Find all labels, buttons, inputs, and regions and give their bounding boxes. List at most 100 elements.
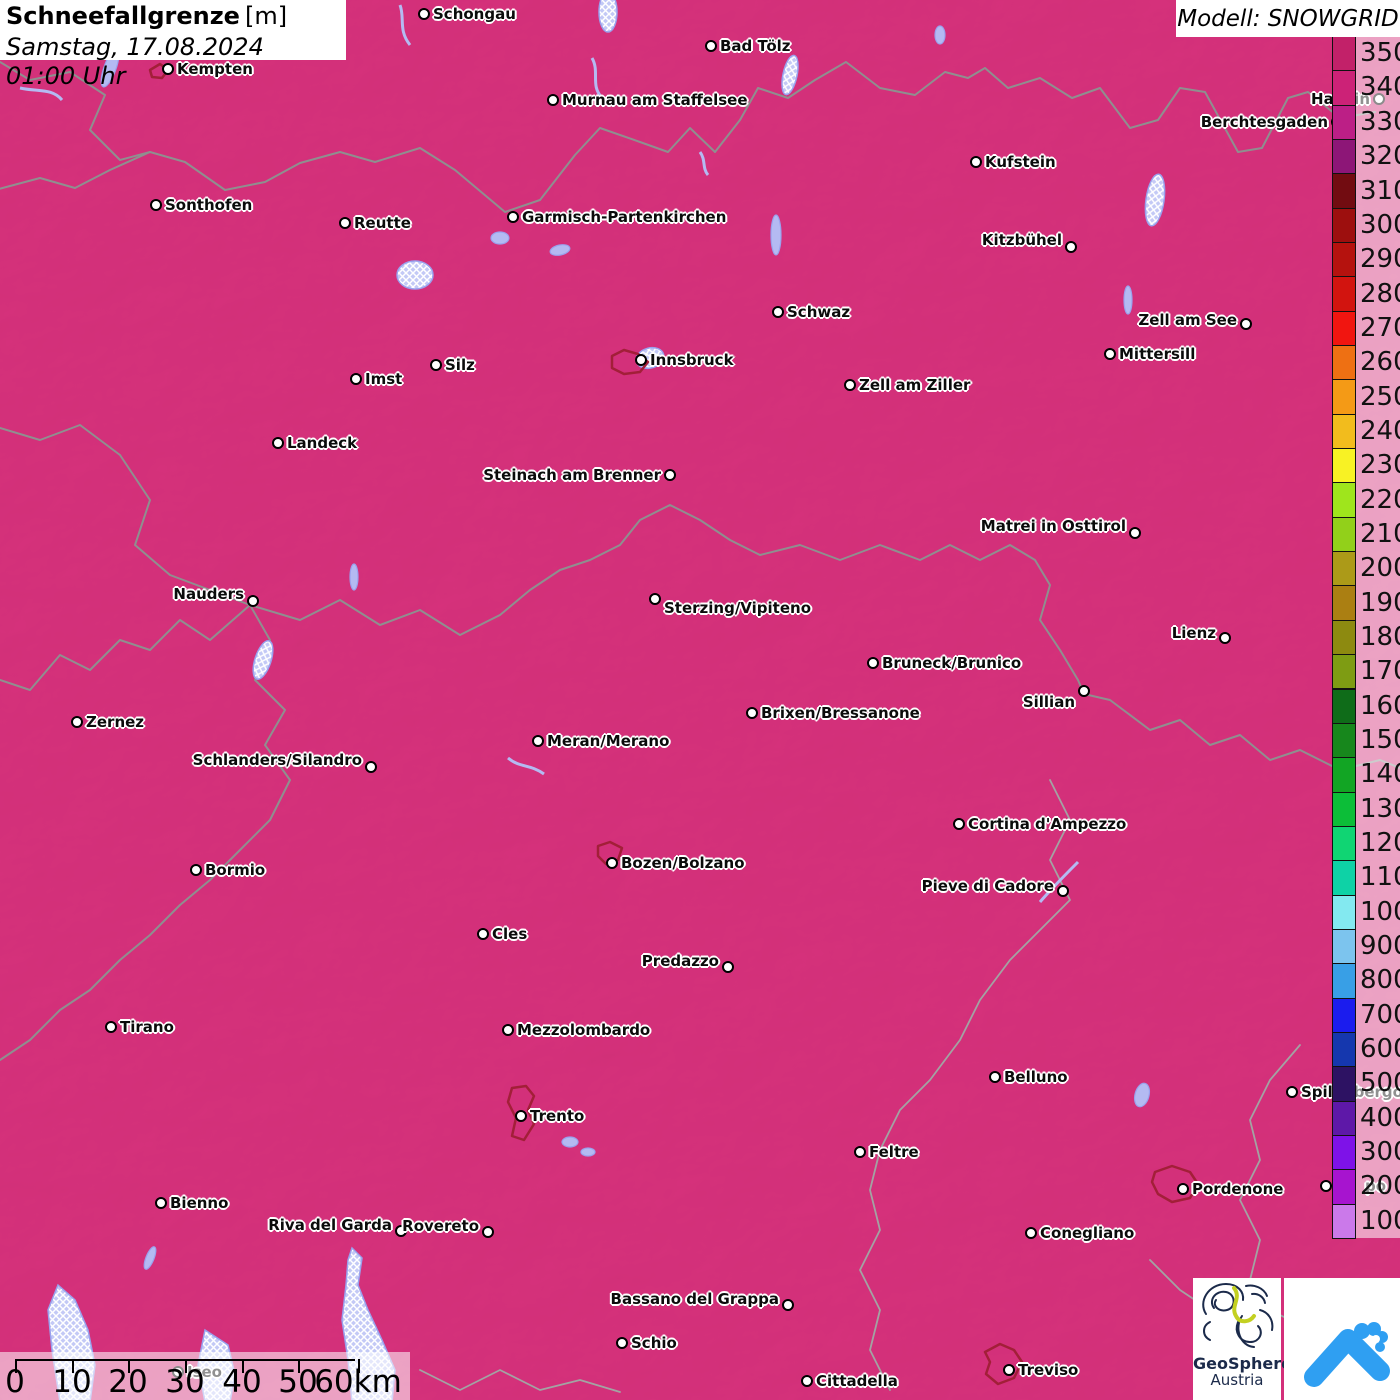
city-dot [477, 928, 489, 940]
city-label: Cortina d'Ampezzo [968, 815, 1127, 833]
city-dot [989, 1071, 1001, 1083]
city-label: Imst [365, 370, 403, 388]
city-label: Belluno [1004, 1068, 1068, 1086]
city-dot [418, 8, 430, 20]
city-dot [507, 211, 519, 223]
city-label: Bad Tölz [720, 37, 791, 55]
valid-datetime: Samstag, 17.08.2024 01:00 Uhr [6, 33, 264, 90]
city-dot [722, 961, 734, 973]
city-boundaries [148, 62, 1200, 1386]
city-dot [515, 1110, 527, 1122]
city-label: Schongau [433, 5, 516, 23]
city-label: Schwaz [787, 303, 851, 321]
city-dot [844, 379, 856, 391]
city-label: Meran/Merano [547, 732, 670, 750]
city-label: Zell am See [1138, 311, 1237, 329]
city-dot [616, 1337, 628, 1349]
city-dot [1078, 685, 1090, 697]
city-label: Innsbruck [650, 351, 734, 369]
title-box: Schneefallgrenze [m] Samstag, 17.08.2024… [0, 0, 346, 90]
city-label: Zell am Ziller [859, 376, 971, 394]
city-dot [782, 1299, 794, 1311]
city-dot [801, 1375, 813, 1387]
city-dot [502, 1024, 514, 1036]
city-label: Kitzbühel [981, 231, 1062, 249]
city-dot [1219, 632, 1231, 644]
scale-bar-tick [128, 1359, 130, 1373]
city-label: Trento [530, 1107, 585, 1125]
city-dot [150, 199, 162, 211]
city-label: Murnau am Staffelsee [562, 91, 748, 109]
city-dot [635, 354, 647, 366]
city-dot [649, 593, 661, 605]
mountain-logo-icon [1304, 1322, 1390, 1387]
city-dot [1240, 318, 1252, 330]
city-dot [867, 657, 879, 669]
city-label: Sonthofen [165, 196, 253, 214]
city-label: Rovereto [402, 1217, 479, 1235]
city-label: Silz [445, 356, 475, 374]
city-dot [190, 864, 202, 876]
city-label: Pieve di Cadore [921, 877, 1054, 895]
city-label: Bassano del Grappa [610, 1290, 779, 1308]
city-dot [105, 1021, 117, 1033]
city-dot [1331, 116, 1343, 128]
city-label: Mittersill [1119, 345, 1196, 363]
title-unit: [m] [245, 2, 288, 30]
city-label: Cles [492, 925, 528, 943]
geosphere-logo-country: Austria [1210, 1371, 1264, 1389]
city-label: Riva del Garda [268, 1216, 392, 1234]
city-label: Predazzo [641, 952, 719, 970]
scale-bar-tick [298, 1359, 300, 1373]
city-label: Kufstein [985, 153, 1056, 171]
city-dot [430, 359, 442, 371]
city-label: po [1365, 1177, 1387, 1195]
city-dot [365, 761, 377, 773]
geosphere-logo-text: GeoSphere [1193, 1354, 1292, 1373]
city-label: Schio [631, 1334, 677, 1352]
city-label: Bienno [170, 1194, 229, 1212]
city-label: Brixen/Bressanone [761, 704, 920, 722]
scale-bar-tick [15, 1359, 17, 1373]
city-label: Zernez [86, 713, 145, 731]
city-dot [746, 707, 758, 719]
city-dot [664, 469, 676, 481]
city-dot [482, 1226, 494, 1238]
city-label: Lienz [1171, 624, 1216, 642]
city-label: Kempten [177, 60, 253, 78]
city-dot [1025, 1227, 1037, 1239]
city-label: Tirano [120, 1018, 174, 1036]
city-dot [772, 306, 784, 318]
city-dot [970, 156, 982, 168]
city-dot [1320, 1180, 1332, 1192]
city-label: Spilimbergo [1301, 1083, 1400, 1101]
city-dot [350, 373, 362, 385]
city-dot [705, 40, 717, 52]
partner-logo [1284, 1278, 1400, 1400]
city-dot [162, 63, 174, 75]
city-label: Steinach am Brenner [483, 466, 661, 484]
city-label: Bormio [205, 861, 266, 879]
city-label: Hallein [1311, 90, 1370, 108]
city-dot [953, 818, 965, 830]
city-dot [1177, 1183, 1189, 1195]
city-dot [1003, 1364, 1015, 1376]
scale-bar-number: 10 [52, 1364, 92, 1400]
city-dot [532, 735, 544, 747]
scale-bar-tick [72, 1359, 74, 1373]
city-dot [854, 1146, 866, 1158]
city-dot [1286, 1086, 1298, 1098]
city-dot [1057, 885, 1069, 897]
city-label: Landeck [287, 434, 358, 452]
city-label: Cittadella [816, 1372, 898, 1390]
city-label: Berchtesgaden [1200, 113, 1328, 131]
city-label: Mezzolombardo [517, 1021, 651, 1039]
scale-bar-number: 40 [222, 1364, 262, 1400]
city-dot [155, 1197, 167, 1209]
scale-bar-number: 60km [314, 1364, 402, 1400]
city-label: Sterzing/Vipiteno [664, 599, 812, 617]
city-dot [606, 857, 618, 869]
city-dot [339, 217, 351, 229]
